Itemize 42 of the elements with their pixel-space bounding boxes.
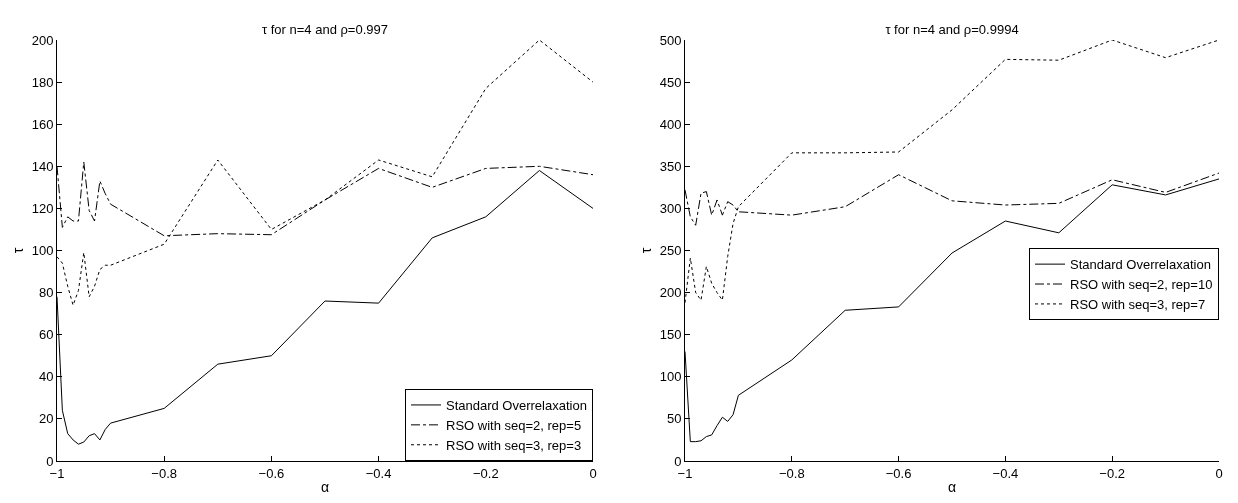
- x-axis-title: α: [947, 478, 957, 495]
- x-tick-label: 0: [1215, 465, 1223, 481]
- y-tick-label: 20: [38, 411, 54, 427]
- y-tick-label: 200: [659, 285, 682, 301]
- y-tick-label: 160: [31, 116, 54, 132]
- y-tick-label: 180: [31, 74, 54, 90]
- y-tick-label: 400: [659, 116, 682, 132]
- y-axis-title: τ: [638, 247, 655, 254]
- y-tick-label: 40: [38, 369, 54, 385]
- y-tick-label: 200: [31, 32, 54, 48]
- legend-label: Standard Overrelaxation: [446, 398, 587, 414]
- x-tick-label: −0.2: [1099, 465, 1126, 481]
- legend-label: RSO with seq=3, rep=7: [1070, 297, 1206, 312]
- y-tick-label: 100: [659, 369, 682, 385]
- y-tick-label: 300: [659, 200, 682, 216]
- x-tick-label: −0.4: [992, 465, 1019, 481]
- legend-label: RSO with seq=3, rep=3: [446, 437, 582, 453]
- legend-label: RSO with seq=2, rep=10: [1070, 277, 1213, 293]
- y-tick-label: 60: [38, 327, 54, 343]
- y-tick-label: 100: [31, 243, 54, 259]
- legend-label: Standard Overrelaxation: [1070, 257, 1211, 273]
- x-axis-title: α: [320, 478, 330, 495]
- y-axis-title: τ: [10, 247, 27, 254]
- x-tick-label: −0.8: [778, 465, 805, 481]
- x-tick-label: −0.2: [472, 465, 499, 481]
- y-tick-label: 50: [666, 411, 682, 427]
- y-tick-label: 450: [659, 74, 682, 90]
- x-tick-label: 0: [589, 465, 597, 481]
- x-tick-label: −0.6: [885, 465, 912, 481]
- y-tick-label: 120: [31, 200, 54, 216]
- y-tick-label: 150: [659, 327, 682, 343]
- legend-label: RSO with seq=2, rep=5: [446, 417, 582, 433]
- x-tick-label: −0.6: [258, 465, 285, 481]
- y-tick-label: 80: [38, 285, 54, 301]
- y-tick-label: 350: [659, 158, 682, 174]
- x-tick-label: −0.4: [365, 465, 392, 481]
- y-tick-label: 250: [659, 243, 682, 259]
- chart-title: τ for n=4 and ρ=0.997: [261, 22, 389, 37]
- y-tick-label: 140: [31, 158, 54, 174]
- y-tick-label: 500: [659, 32, 682, 48]
- chart-title: τ for n=4 and ρ=0.9994: [885, 22, 1019, 37]
- x-tick-label: −0.8: [151, 465, 178, 481]
